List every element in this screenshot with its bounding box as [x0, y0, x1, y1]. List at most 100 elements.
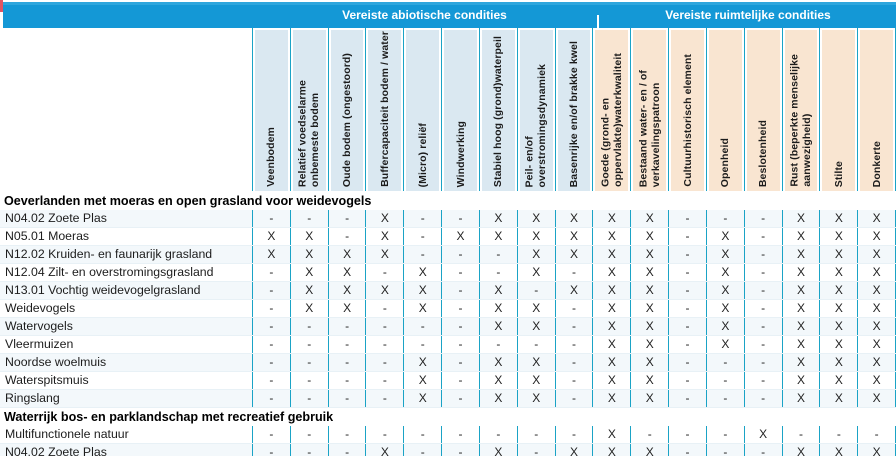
table-cell: - [252, 282, 290, 299]
row-label: Waterspitsmuis [5, 373, 89, 387]
table-cell: - [516, 336, 555, 353]
row-label: N04.02 Zoete Plas [5, 211, 107, 225]
table-cell: - [554, 264, 593, 281]
table-cell: - [327, 444, 366, 456]
table-cell: - [743, 336, 782, 353]
table-cell: - [289, 210, 328, 227]
table-cell: X [478, 228, 517, 245]
table-cell: - [441, 354, 479, 371]
table-cell: X [819, 246, 857, 263]
table-cell: X [365, 282, 403, 299]
table-cell: - [554, 300, 593, 317]
table-cell: - [289, 372, 328, 389]
column-header-bg [822, 30, 856, 191]
table-cell: X [781, 210, 820, 227]
table-cell: - [289, 318, 328, 335]
table-cell: X [857, 282, 896, 299]
column-header: Goede (grond- en oppervlakte)waterkwalit… [592, 28, 630, 191]
table-cell: - [365, 264, 403, 281]
table-cell: - [252, 426, 290, 443]
row-label: N05.01 Moeras [5, 229, 90, 243]
table-cell: X [478, 300, 517, 317]
column-header: Relatief voedselarme onbemeste bodem [289, 28, 328, 191]
table-cell: X [819, 282, 857, 299]
table-cell: - [327, 426, 366, 443]
table-cell: - [743, 318, 782, 335]
table-cell: - [289, 390, 328, 407]
table-cell: X [630, 390, 668, 407]
table-cell: - [630, 426, 668, 443]
column-header-bg [633, 30, 667, 191]
table-cell: X [781, 390, 820, 407]
table-cell: X [327, 246, 366, 263]
table-cell: - [554, 372, 593, 389]
table-cell: - [327, 354, 366, 371]
table-cell: X [857, 390, 896, 407]
column-header-bg [784, 30, 818, 191]
table-cell: X [705, 318, 744, 335]
row-label: Noordse woelmuis [5, 355, 107, 369]
table-cell: - [743, 210, 782, 227]
table-cell: X [516, 246, 555, 263]
table-cell: - [289, 354, 328, 371]
table-cell: X [289, 282, 328, 299]
table-cell: X [781, 228, 820, 245]
row-label: Weidevogels [5, 301, 76, 315]
table-cell: X [478, 210, 517, 227]
row-label: N04.02 Zoete Plas [5, 445, 107, 456]
table-cell: - [403, 210, 441, 227]
table-cell: X [781, 264, 820, 281]
column-header-bg [519, 30, 553, 191]
table-cell: X [289, 228, 328, 245]
table-cell: X [857, 300, 896, 317]
row-label: Multifunctionele natuur [5, 427, 129, 441]
column-header-label: Veenbodem [265, 127, 278, 187]
table-cell: - [743, 228, 782, 245]
column-header-bg [708, 30, 742, 191]
column-header: Peil- en/of overstromingsdynamiek [516, 28, 555, 191]
table-cell: X [516, 228, 555, 245]
table-cell: X [478, 444, 517, 456]
table-cell: X [630, 354, 668, 371]
table-cell: X [630, 246, 668, 263]
table-cell: - [252, 372, 290, 389]
table-cell: X [403, 264, 441, 281]
table-cell: - [403, 444, 441, 456]
column-header: (Micro) reliëf [403, 28, 441, 191]
table-row: N12.04 Zilt- en overstromingsgrasland - X X… [0, 264, 896, 282]
table-group-header-band: Vereiste abiotische condities Vereiste r… [3, 2, 896, 28]
table-cell: - [743, 372, 782, 389]
row-label: N12.02 Kruiden- en faunarijk grasland [5, 247, 213, 261]
table-row: N05.01 Moeras X X - X - X X X X X X - X - X X X [0, 228, 896, 246]
table-cell: X [554, 282, 593, 299]
table-cell: X [365, 210, 403, 227]
table-cell: - [554, 426, 593, 443]
table-cell: X [781, 246, 820, 263]
table-cell: X [365, 228, 403, 245]
table-cell: - [252, 390, 290, 407]
column-header-label: Windwerking [454, 120, 467, 187]
table-cell: - [441, 318, 479, 335]
table-cell: - [327, 210, 366, 227]
table-cell: - [743, 444, 782, 456]
column-header-label: Basenrijke en/of brakke kwel [567, 40, 580, 187]
table-cell: - [668, 318, 706, 335]
table-row: N04.02 Zoete Plas - - - X - - X X X X X - - - X X X [0, 210, 896, 228]
table-cell: X [630, 228, 668, 245]
column-header-label: Peil- en/of overstromingsdynamiek [523, 63, 549, 187]
table-cell: X [441, 228, 479, 245]
table-cell: X [819, 264, 857, 281]
column-header-bg [557, 30, 591, 191]
row-label: N13.01 Vochtig weidevogelgrasland [5, 283, 201, 297]
table-cell: - [743, 300, 782, 317]
table-cell: X [403, 300, 441, 317]
table-cell: - [327, 372, 366, 389]
column-header-bg [330, 30, 364, 191]
table-cell: - [668, 444, 706, 456]
table-cell: - [441, 444, 479, 456]
table-row: N12.02 Kruiden- en faunarijk grasland X X X… [0, 246, 896, 264]
row-label: Vleermuizen [5, 337, 74, 351]
page-corner-mark [0, 0, 3, 12]
table-cell: X [592, 372, 630, 389]
table-cell: - [441, 300, 479, 317]
